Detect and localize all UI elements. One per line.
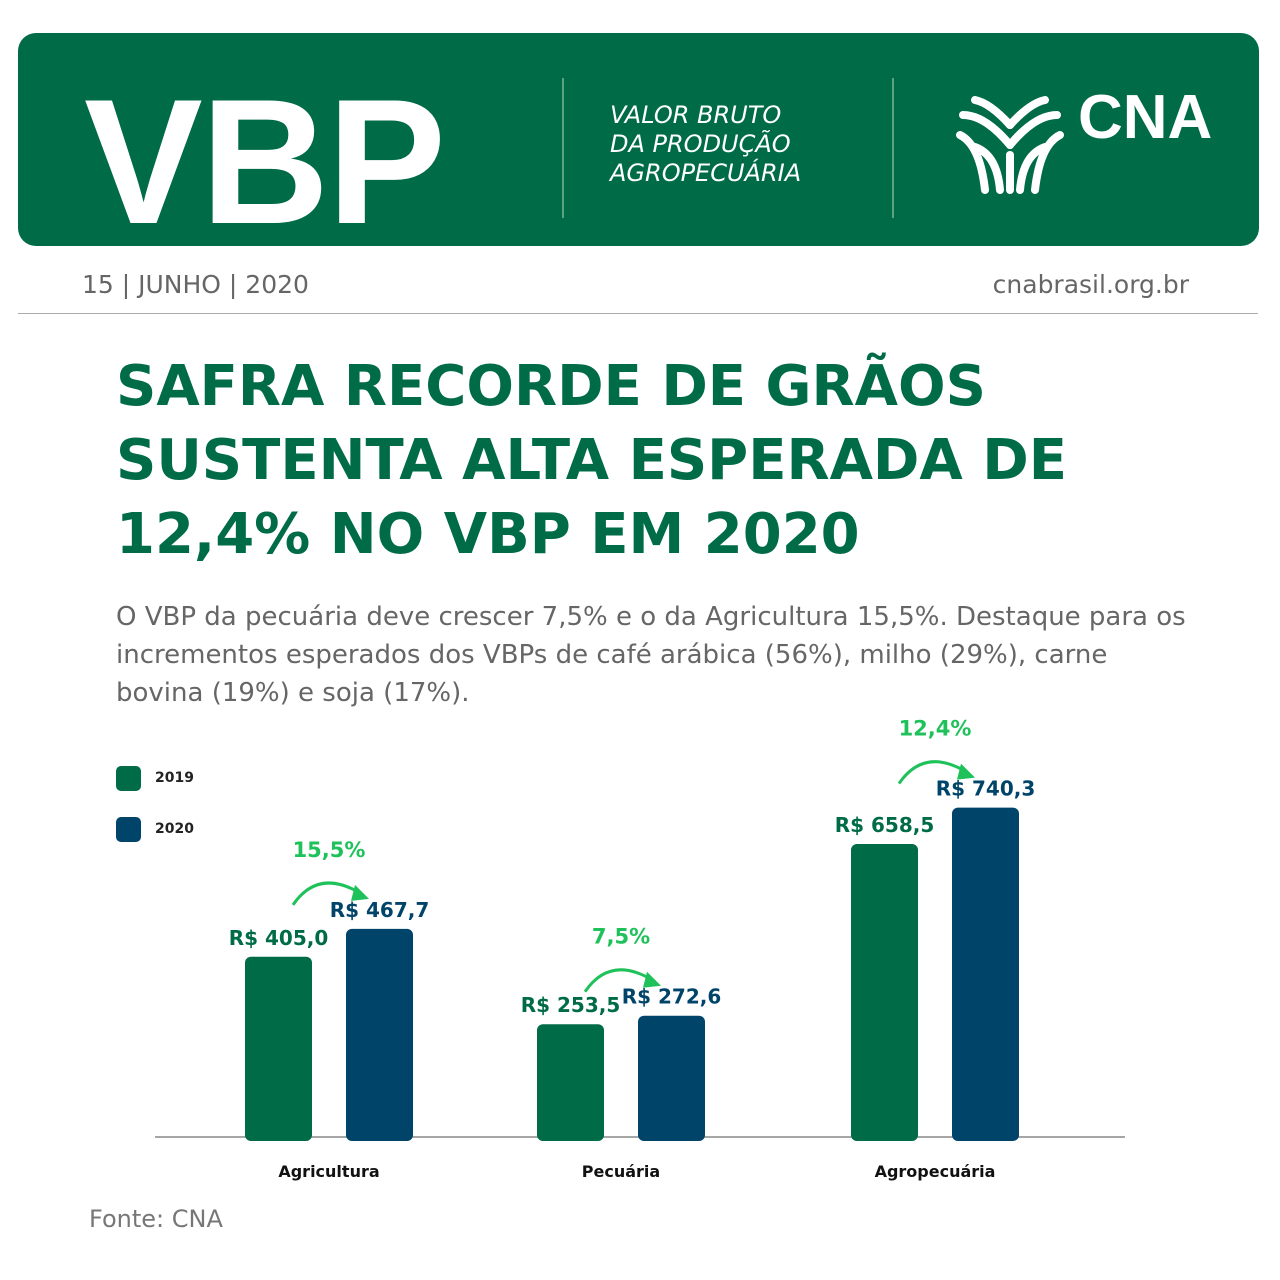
bar-2020 [952, 807, 1019, 1141]
category-label: Agropecuária [875, 1162, 996, 1181]
website-link[interactable]: cnabrasil.org.br [992, 270, 1189, 299]
growth-label: 15,5% [293, 838, 366, 862]
data-label: R$ 405,0 [229, 926, 329, 950]
subtitle-line: VALOR BRUTO [610, 101, 782, 129]
category-label: Agricultura [278, 1162, 379, 1181]
source-note: Fonte: CNA [89, 1205, 223, 1233]
description: O VBP da pecuária deve crescer 7,5% e o … [116, 602, 1186, 708]
data-label: R$ 253,5 [521, 993, 621, 1017]
arrowhead-icon [957, 763, 975, 780]
divider [562, 78, 564, 218]
chart-legend: 2019 2020 [116, 765, 194, 867]
legend-item-2020: 2020 [116, 816, 194, 842]
legend-swatch [116, 765, 141, 791]
bar-2019 [851, 843, 918, 1141]
cna-brand: CNA [1078, 83, 1213, 152]
vbp-logo: VBP [84, 62, 446, 261]
data-label: R$ 658,5 [835, 813, 935, 837]
legend-swatch [116, 816, 141, 842]
growth-label: 12,4% [899, 717, 972, 741]
divider [892, 78, 894, 218]
bar-2019 [537, 1024, 604, 1141]
divider [18, 313, 1258, 314]
legend-item-2019: 2019 [116, 765, 194, 791]
headline: SAFRA RECORDE DE GRÃOS SUSTENTA ALTA ESP… [116, 354, 1067, 567]
growth-label: 7,5% [592, 925, 650, 949]
legend-label: 2020 [155, 821, 194, 837]
data-label: R$ 467,7 [330, 898, 430, 922]
arrowhead-icon [643, 971, 661, 988]
header-subtitle: VALOR BRUTO DA PRODUÇÃO AGROPECUÁRIA [610, 101, 801, 188]
cna-leaf-logo-icon [956, 96, 1064, 194]
date: 15 | JUNHO | 2020 [82, 270, 309, 299]
data-label: R$ 272,6 [622, 985, 722, 1009]
legend-label: 2019 [155, 770, 194, 786]
bar-2019 [245, 956, 312, 1141]
bar-2020 [346, 928, 413, 1141]
arrowhead-icon [351, 884, 369, 901]
subtitle-line: DA PRODUÇÃO [610, 130, 791, 158]
data-label: R$ 740,3 [936, 777, 1036, 801]
bar-2020 [638, 1015, 705, 1141]
category-label: Pecuária [582, 1162, 660, 1181]
subtitle-line: AGROPECUÁRIA [610, 159, 802, 187]
